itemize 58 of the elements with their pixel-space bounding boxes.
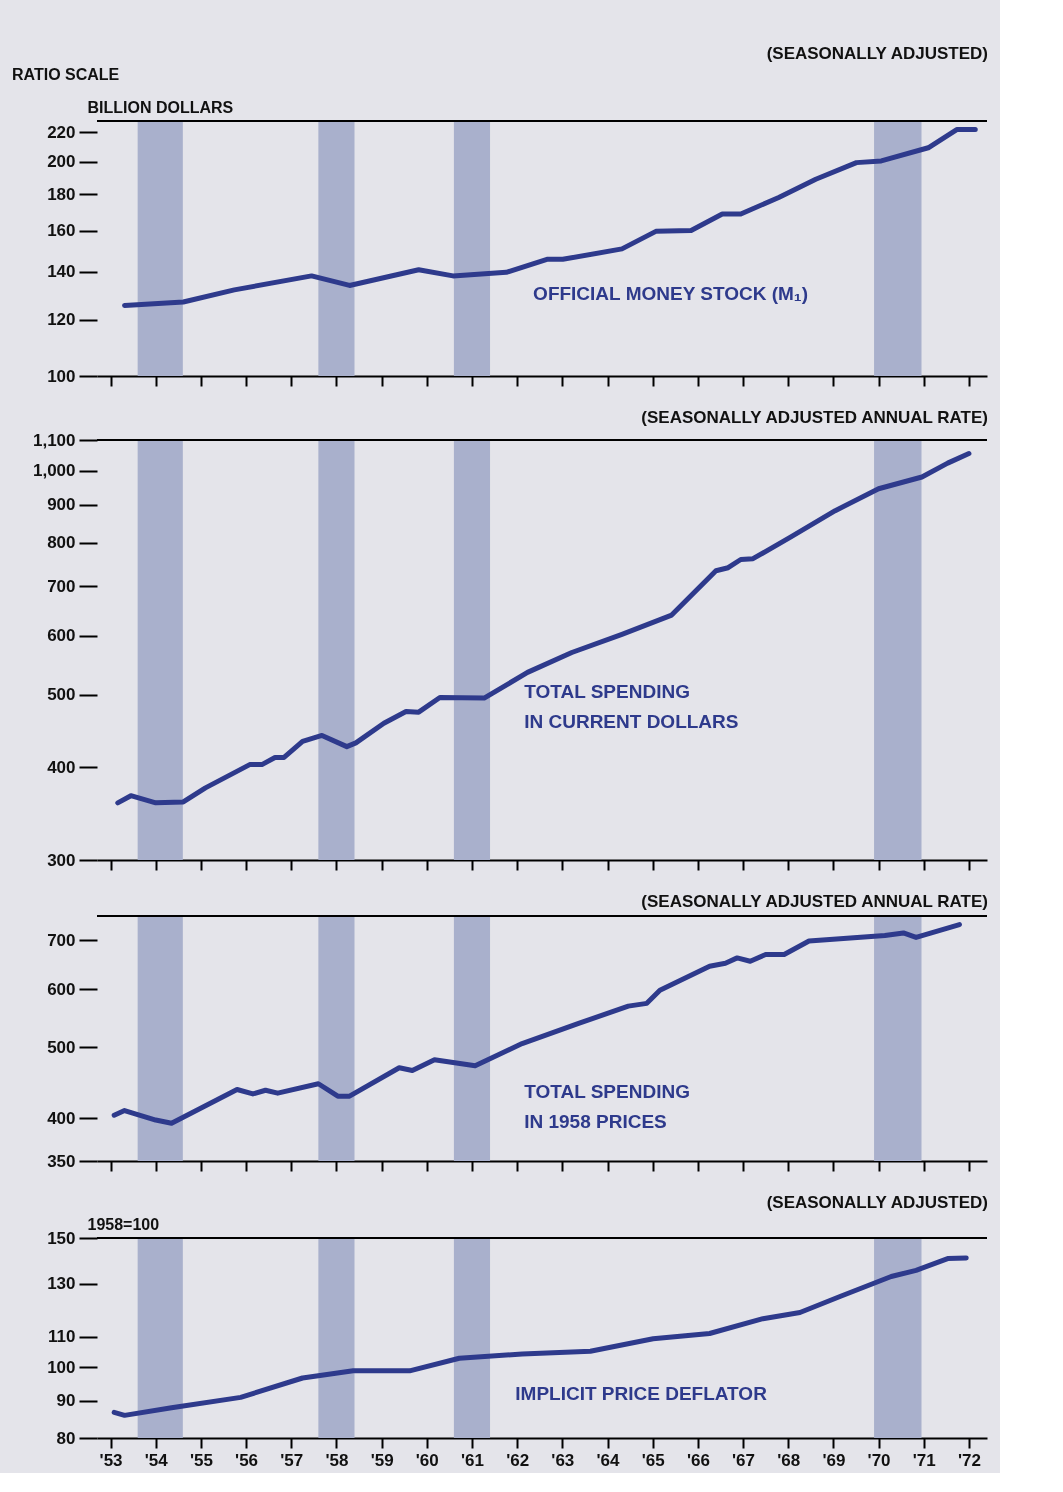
text: RATIO SCALE xyxy=(12,66,120,83)
y-tick-label: 400 xyxy=(47,1108,76,1128)
x-tick-label: '64 xyxy=(596,1450,621,1470)
x-tick-label: '63 xyxy=(551,1450,575,1470)
x-tick-label: '57 xyxy=(280,1450,304,1470)
x-tick-label: '72 xyxy=(957,1450,981,1470)
series-label: IMPLICIT PRICE DEFLATOR xyxy=(515,1383,768,1404)
x-tick-label: '54 xyxy=(144,1450,169,1470)
x-tick-label: '68 xyxy=(777,1450,801,1470)
chart-subtitle: (SEASONALLY ADJUSTED ANNUAL RATE) xyxy=(641,408,988,427)
x-tick-label: '53 xyxy=(99,1450,123,1470)
y-tick-label: 130 xyxy=(47,1274,76,1294)
y-tick-label: 500 xyxy=(47,685,76,705)
chart-subtitle: (SEASONALLY ADJUSTED) xyxy=(766,44,988,63)
x-tick-label: '56 xyxy=(235,1450,259,1470)
y-tick-label: 800 xyxy=(47,533,76,553)
x-tick-label: '66 xyxy=(686,1450,710,1470)
y-tick-label: 300 xyxy=(47,850,76,870)
y-tick-label: 120 xyxy=(47,310,76,330)
series-label: TOTAL SPENDING IN 1958 PRICES xyxy=(524,1081,690,1133)
x-tick-label: '70 xyxy=(867,1450,891,1470)
y-axis-title: 1958=100 xyxy=(87,1215,160,1233)
x-tick-label: '65 xyxy=(641,1450,665,1470)
y-tick-label: 600 xyxy=(47,626,76,646)
y-tick-label: 500 xyxy=(47,1037,76,1057)
y-tick-label: 700 xyxy=(47,930,76,950)
chart-subtitle: (SEASONALLY ADJUSTED ANNUAL RATE) xyxy=(641,892,988,911)
x-tick-label: '67 xyxy=(732,1450,756,1470)
y-tick-label: 180 xyxy=(47,184,76,204)
x-tick-label: '60 xyxy=(415,1450,439,1470)
y-tick-label: 700 xyxy=(47,576,76,596)
y-tick-label: 140 xyxy=(47,262,76,282)
y-tick-label: 220 xyxy=(47,122,76,142)
y-axis-title: BILLION DOLLARS xyxy=(87,98,234,116)
x-tick-label: '58 xyxy=(325,1450,349,1470)
y-tick-label: 350 xyxy=(47,1151,76,1171)
x-tick-label: '59 xyxy=(370,1450,394,1470)
x-tick-label: '71 xyxy=(912,1450,936,1470)
x-tick-label: '61 xyxy=(461,1450,484,1470)
y-tick-label: 150 xyxy=(47,1228,76,1248)
y-tick-label: 1,000 xyxy=(32,461,76,481)
series-label: TOTAL SPENDING IN CURRENT DOLLARS xyxy=(524,681,739,732)
x-tick-label: '55 xyxy=(189,1450,213,1470)
y-tick-label: 600 xyxy=(47,979,76,999)
y-tick-label: 900 xyxy=(47,495,76,515)
y-tick-label: 100 xyxy=(47,366,76,386)
y-tick-label: 400 xyxy=(47,757,76,777)
y-tick-label: 200 xyxy=(47,152,76,172)
chart-subtitle: (SEASONALLY ADJUSTED) xyxy=(766,1193,988,1212)
y-tick-label: 90 xyxy=(56,1391,76,1411)
y-tick-label: 1,100 xyxy=(32,430,76,450)
y-tick-label: 100 xyxy=(47,1357,76,1377)
y-tick-label: 110 xyxy=(48,1327,76,1347)
x-tick-label: '62 xyxy=(506,1450,530,1470)
x-tick-label: '69 xyxy=(822,1450,846,1470)
y-tick-label: 160 xyxy=(47,221,76,241)
y-tick-label: 80 xyxy=(56,1428,76,1448)
series-label: OFFICIAL MONEY STOCK (M₁) xyxy=(533,283,809,305)
